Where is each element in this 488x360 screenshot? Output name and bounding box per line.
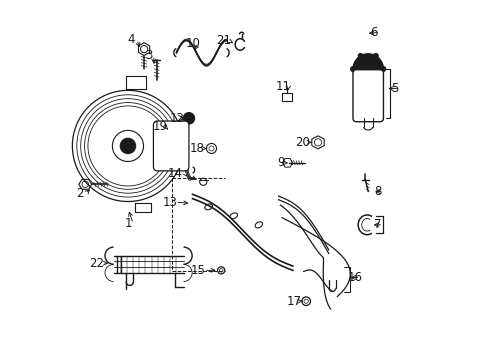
Text: 21: 21 xyxy=(216,34,231,48)
Text: 19: 19 xyxy=(152,121,167,134)
Text: 8: 8 xyxy=(373,185,381,198)
Text: 7: 7 xyxy=(373,218,381,231)
Circle shape xyxy=(380,67,385,72)
Text: 12: 12 xyxy=(169,112,184,125)
Circle shape xyxy=(372,80,378,85)
Text: 10: 10 xyxy=(185,36,200,50)
Text: 11: 11 xyxy=(275,80,290,93)
Circle shape xyxy=(350,67,355,72)
Circle shape xyxy=(352,54,383,84)
Text: 18: 18 xyxy=(189,142,204,155)
Text: 13: 13 xyxy=(162,196,177,209)
FancyBboxPatch shape xyxy=(153,121,188,171)
Text: 4: 4 xyxy=(127,33,135,46)
Text: 17: 17 xyxy=(286,295,301,308)
Text: 14: 14 xyxy=(168,167,183,180)
Text: 22: 22 xyxy=(89,257,104,270)
Text: 1: 1 xyxy=(124,217,131,230)
Text: 9: 9 xyxy=(276,156,284,169)
Circle shape xyxy=(357,80,363,85)
Circle shape xyxy=(357,53,363,58)
Text: 20: 20 xyxy=(295,136,309,149)
Text: 6: 6 xyxy=(370,26,377,39)
Circle shape xyxy=(120,138,136,154)
Text: 5: 5 xyxy=(390,82,397,95)
Circle shape xyxy=(372,53,378,58)
Text: 3: 3 xyxy=(144,49,152,62)
Text: 16: 16 xyxy=(347,271,362,284)
Text: 15: 15 xyxy=(191,264,205,277)
Circle shape xyxy=(183,113,194,124)
Text: 2: 2 xyxy=(76,187,84,200)
FancyBboxPatch shape xyxy=(352,70,383,122)
